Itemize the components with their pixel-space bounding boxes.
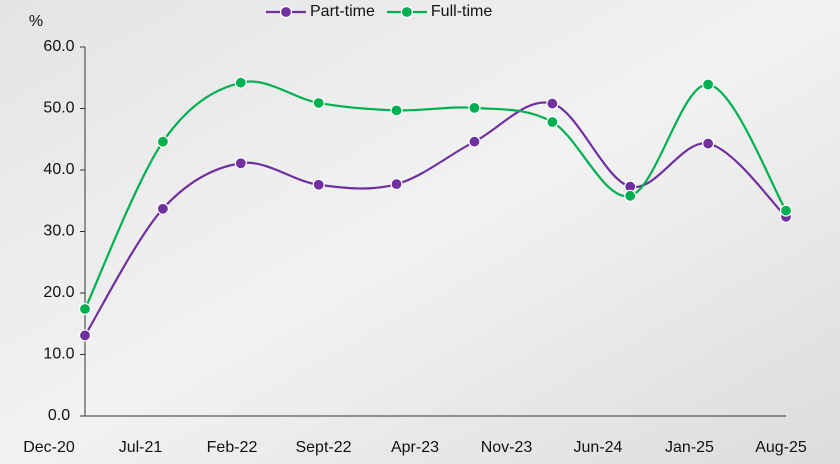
x-tick-label: Aug-25 [755, 439, 807, 456]
y-tick-label: 40.0 [43, 161, 74, 178]
data-point [312, 96, 325, 110]
x-tick-label: Dec-20 [23, 439, 75, 456]
y-tick-label: 10.0 [43, 346, 74, 363]
x-tick-label: Sept-22 [295, 439, 351, 456]
data-point [234, 157, 247, 170]
x-tick-label: Jun-24 [574, 439, 623, 456]
y-tick-label: 50.0 [43, 100, 74, 117]
legend-marker [400, 5, 414, 19]
x-tick-label: Feb-22 [207, 439, 258, 456]
legend-label: Part-time [310, 3, 375, 20]
data-point [156, 135, 169, 148]
data-point [468, 101, 481, 114]
data-point [468, 135, 481, 148]
data-point [624, 189, 637, 202]
data-point [779, 204, 793, 217]
x-tick-label: Jan-25 [665, 439, 714, 456]
data-point [702, 78, 715, 91]
x-tick-label: Jul-21 [119, 439, 163, 456]
data-point [546, 97, 559, 110]
y-tick-label: 60.0 [43, 38, 74, 55]
data-point [702, 137, 715, 150]
y-tick-label: 0.0 [48, 407, 70, 424]
data-point [390, 178, 403, 191]
data-point [156, 202, 169, 215]
series-line [84, 80, 787, 310]
x-tick-label: Nov-23 [481, 439, 533, 456]
data-point [234, 76, 247, 89]
y-tick-label: 30.0 [43, 223, 74, 240]
x-tick-label: Apr-23 [391, 439, 439, 456]
data-point [546, 115, 559, 129]
data-point [390, 104, 403, 117]
y-tick-label: 20.0 [43, 284, 74, 301]
series-line [84, 101, 787, 337]
legend-label: Full-time [431, 3, 492, 20]
legend-marker [279, 5, 293, 19]
data-point [312, 178, 325, 191]
data-point [78, 329, 92, 342]
y-axis-label: % [29, 13, 43, 30]
data-point [78, 302, 92, 316]
